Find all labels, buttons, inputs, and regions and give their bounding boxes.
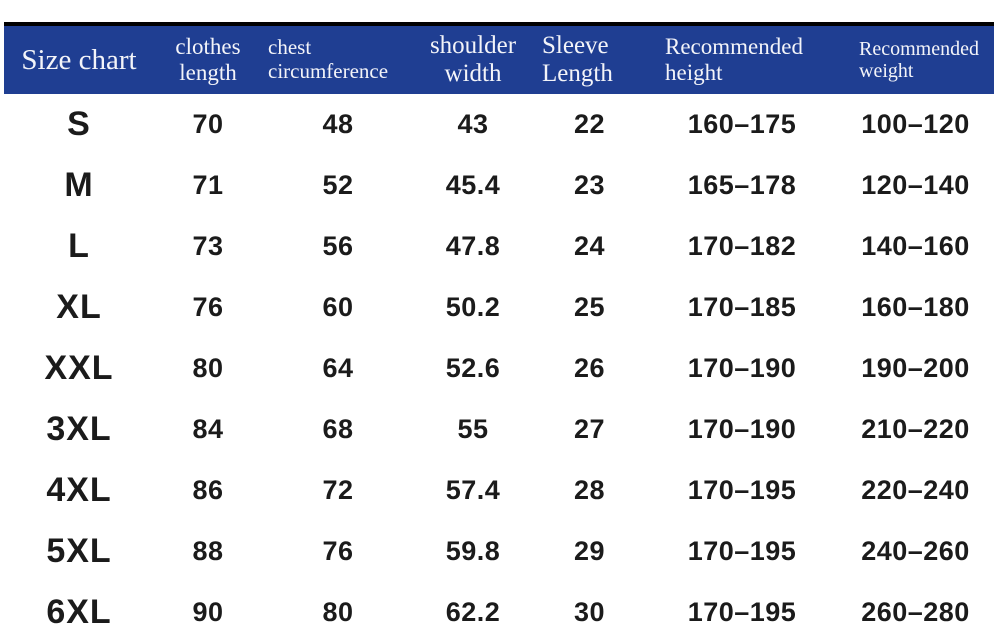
- cell-shoulder-width: 57.4: [445, 475, 501, 505]
- cell-shoulder-width: 59.8: [445, 536, 501, 566]
- table-row-6xl: 6XL 90 80 62.2 30 170–195 260–280: [4, 582, 994, 643]
- cell-recommended-weight: 160–180: [861, 292, 970, 322]
- cell-recommended-height: 170–195: [687, 475, 797, 505]
- size-label: 5XL: [46, 532, 112, 570]
- cell-clothes-length: 86: [192, 475, 224, 505]
- size-label: S: [67, 105, 91, 143]
- cell-shoulder-width: 45.4: [445, 170, 501, 200]
- column-header-recommended-weight: Recommended weight: [837, 22, 994, 94]
- header-row: Size chart clothes length chest circumfere…: [4, 22, 994, 94]
- table-row-s: S 70 48 43 22 160–175 100–120: [4, 94, 994, 155]
- table-row-3xl: 3XL 84 68 55 27 170–190 210–220: [4, 399, 994, 460]
- cell-recommended-weight: 190–200: [861, 353, 970, 383]
- cell-sleeve-length: 28: [573, 475, 606, 505]
- cell-shoulder-width: 52.6: [445, 353, 501, 383]
- cell-shoulder-width: 47.8: [445, 231, 501, 261]
- cell-recommended-weight: 260–280: [861, 597, 970, 627]
- table-row-m: M 71 52 45.4 23 165–178 120–140: [4, 155, 994, 216]
- size-chart-table: Size chart clothes length chest circumfere…: [4, 22, 994, 643]
- table-row-5xl: 5XL 88 76 59.8 29 170–195 240–260: [4, 521, 994, 582]
- cell-chest-circumference: 72: [322, 475, 354, 505]
- cell-recommended-weight: 120–140: [861, 170, 970, 200]
- cell-chest-circumference: 52: [322, 170, 354, 200]
- cell-recommended-height: 170–190: [687, 414, 797, 444]
- cell-recommended-weight: 240–260: [861, 536, 970, 566]
- cell-chest-circumference: 56: [322, 231, 354, 261]
- cell-clothes-length: 84: [192, 414, 224, 444]
- cell-clothes-length: 90: [192, 597, 224, 627]
- column-header-recommended-height: Recommended height: [647, 22, 837, 94]
- cell-recommended-height: 170–195: [687, 597, 797, 627]
- size-label: M: [64, 166, 94, 204]
- cell-sleeve-length: 22: [573, 109, 606, 139]
- cell-chest-circumference: 76: [322, 536, 354, 566]
- size-label: 6XL: [46, 593, 112, 631]
- cell-clothes-length: 76: [192, 292, 224, 322]
- table-row-xxl: XXL 80 64 52.6 26 170–190 190–200: [4, 338, 994, 399]
- column-header-size-chart: Size chart: [4, 22, 154, 94]
- cell-recommended-height: 170–182: [687, 231, 797, 261]
- cell-shoulder-width: 62.2: [445, 597, 501, 627]
- size-label: L: [68, 227, 90, 265]
- cell-clothes-length: 71: [192, 170, 224, 200]
- cell-recommended-height: 170–190: [687, 353, 797, 383]
- column-header-sleeve-length: Sleeve Length: [532, 22, 647, 94]
- cell-clothes-length: 73: [192, 231, 224, 261]
- cell-shoulder-width: 55: [457, 414, 489, 444]
- cell-recommended-weight: 220–240: [861, 475, 970, 505]
- size-label: XXL: [44, 349, 114, 387]
- size-chart: Size chart clothes length chest circumfere…: [4, 22, 994, 643]
- cell-shoulder-width: 50.2: [445, 292, 501, 322]
- cell-chest-circumference: 60: [322, 292, 354, 322]
- cell-clothes-length: 80: [192, 353, 224, 383]
- cell-chest-circumference: 48: [322, 109, 354, 139]
- cell-chest-circumference: 80: [322, 597, 354, 627]
- size-label: XL: [56, 288, 102, 326]
- cell-recommended-height: 165–178: [687, 170, 797, 200]
- column-header-chest-circumference: chest circumference: [262, 22, 414, 94]
- cell-sleeve-length: 26: [573, 353, 606, 383]
- cell-recommended-weight: 140–160: [861, 231, 970, 261]
- cell-sleeve-length: 30: [573, 597, 606, 627]
- cell-shoulder-width: 43: [457, 109, 489, 139]
- column-header-clothes-length: clothes length: [154, 22, 262, 94]
- table-row-4xl: 4XL 86 72 57.4 28 170–195 220–240: [4, 460, 994, 521]
- cell-recommended-height: 160–175: [687, 109, 797, 139]
- cell-recommended-height: 170–195: [687, 536, 797, 566]
- cell-sleeve-length: 29: [573, 536, 606, 566]
- size-label: 3XL: [46, 410, 112, 448]
- cell-clothes-length: 70: [192, 109, 224, 139]
- table-row-l: L 73 56 47.8 24 170–182 140–160: [4, 216, 994, 277]
- cell-sleeve-length: 27: [573, 414, 606, 444]
- cell-chest-circumference: 64: [322, 353, 354, 383]
- cell-chest-circumference: 68: [322, 414, 354, 444]
- size-label: 4XL: [46, 471, 112, 509]
- cell-sleeve-length: 25: [573, 292, 606, 322]
- table-row-xl: XL 76 60 50.2 25 170–185 160–180: [4, 277, 994, 338]
- column-header-shoulder-width: shoulder width: [414, 22, 532, 94]
- cell-sleeve-length: 24: [573, 231, 606, 261]
- cell-sleeve-length: 23: [573, 170, 606, 200]
- cell-recommended-weight: 210–220: [861, 414, 970, 444]
- cell-clothes-length: 88: [192, 536, 224, 566]
- cell-recommended-height: 170–185: [687, 292, 797, 322]
- cell-recommended-weight: 100–120: [861, 109, 970, 139]
